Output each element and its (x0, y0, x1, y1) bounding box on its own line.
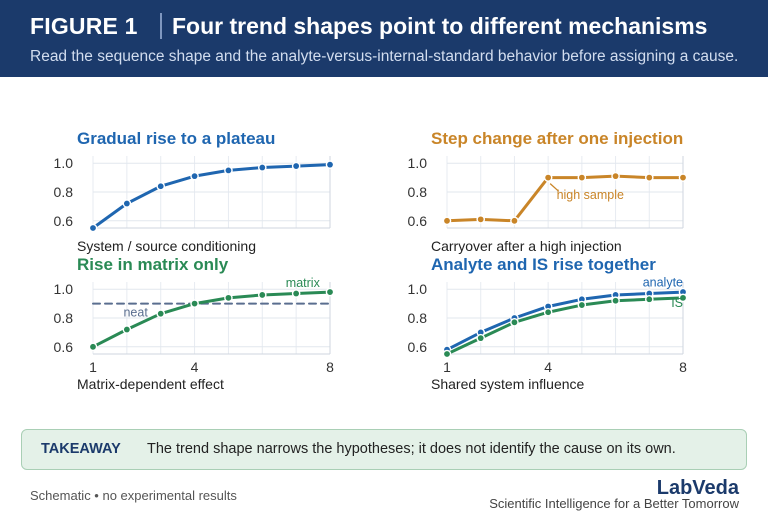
brand-logo: LabVeda (656, 477, 739, 499)
footer-note: Schematic • no experimental results (30, 488, 237, 503)
y-tick-label: 1.0 (54, 281, 74, 297)
data-point (577, 300, 587, 310)
series-line (445, 290, 685, 352)
data-point (291, 161, 301, 171)
takeaway-text: The trend shape narrows the hypotheses; … (147, 441, 676, 457)
chart-caption: System / source conditioning (77, 238, 256, 254)
y-tick-label: 0.8 (54, 310, 74, 326)
y-tick-label: 0.8 (408, 184, 428, 200)
data-point (156, 309, 166, 318)
y-tick-label: 1.0 (408, 281, 428, 297)
figure-label: FIGURE 1 (30, 13, 138, 39)
chart-panel-3: Rise in matrix only 0.6 0.8 1.0 1 4 8 matrix nea… (54, 255, 335, 392)
x-tick-label: 1 (89, 359, 97, 375)
data-point (442, 216, 452, 226)
data-point (291, 289, 301, 298)
data-point (325, 160, 335, 169)
data-point (678, 173, 688, 182)
data-point (678, 293, 688, 303)
data-point (644, 294, 654, 304)
figure-subtitle: Read the sequence shape and the analyte-… (30, 48, 739, 65)
chart-panel-1: Gradual rise to a plateau 0.6 0.8 1.0 System… (54, 129, 335, 254)
y-tick-label: 0.8 (408, 310, 428, 326)
y-tick-label: 0.6 (408, 213, 428, 229)
data-point (257, 290, 267, 300)
data-point (476, 333, 486, 343)
data-point (224, 293, 233, 303)
y-tick-label: 0.6 (54, 339, 74, 355)
x-tick-label: 8 (679, 359, 687, 375)
data-point (644, 173, 654, 182)
data-point (156, 181, 166, 191)
chart-panel-4: Analyte and IS rise together 0.6 0.8 1.0 1 4 8… (408, 255, 688, 392)
annotation-label: IS (671, 296, 683, 310)
y-tick-label: 0.6 (408, 339, 428, 355)
annotation-label: analyte (643, 275, 683, 289)
x-tick-label: 4 (544, 359, 552, 375)
data-point (257, 163, 267, 172)
x-tick-label: 1 (443, 359, 451, 375)
annotation-label: high sample (557, 188, 624, 202)
chart-caption: Matrix-dependent effect (77, 376, 224, 392)
chart-panel-2: Step change after one injection 0.6 0.8 1.0… (408, 129, 688, 254)
data-point (611, 171, 620, 181)
chart-title: Gradual rise to a plateau (77, 129, 275, 148)
takeaway-label: TAKEAWAY (41, 441, 121, 457)
data-point (122, 325, 132, 334)
data-point (88, 342, 98, 352)
chart-caption: Shared system influence (431, 376, 585, 392)
data-point (543, 173, 553, 182)
series-line (445, 296, 685, 356)
chart-title: Step change after one injection (431, 129, 683, 148)
chart-caption: Carryover after a high injection (431, 238, 622, 254)
chart-title: Rise in matrix only (77, 255, 229, 274)
data-point (190, 299, 199, 308)
figure-title: Four trend shapes point to different mec… (172, 13, 708, 39)
data-point (442, 349, 452, 359)
data-point (510, 318, 519, 327)
y-tick-label: 0.6 (54, 213, 74, 229)
annotation-label: matrix (286, 276, 321, 290)
y-tick-label: 0.8 (54, 184, 74, 200)
brand-tagline: Scientific Intelligence for a Better Tom… (489, 496, 739, 511)
series-line (91, 290, 332, 349)
series-line (91, 163, 332, 230)
annotation-arrow (549, 183, 560, 192)
x-tick-label: 8 (326, 359, 334, 375)
annotation-label: neat (123, 306, 148, 320)
data-point (88, 223, 98, 233)
data-point (325, 287, 335, 297)
data-point (476, 215, 486, 224)
data-point (122, 199, 132, 208)
data-point (510, 216, 519, 226)
figure-header: FIGURE 1 Four trend shapes point to diff… (0, 0, 768, 77)
data-point (577, 173, 587, 182)
data-point (190, 171, 199, 181)
header-divider (160, 13, 162, 39)
data-point (543, 307, 553, 317)
y-tick-label: 1.0 (408, 155, 428, 171)
series-line (445, 174, 685, 223)
data-point (611, 296, 620, 306)
data-point (224, 166, 233, 175)
takeaway-box: TAKEAWAY The trend shape narrows the hyp… (21, 429, 747, 470)
chart-title: Analyte and IS rise together (431, 255, 656, 274)
y-tick-label: 1.0 (54, 155, 74, 171)
x-tick-label: 4 (191, 359, 199, 375)
